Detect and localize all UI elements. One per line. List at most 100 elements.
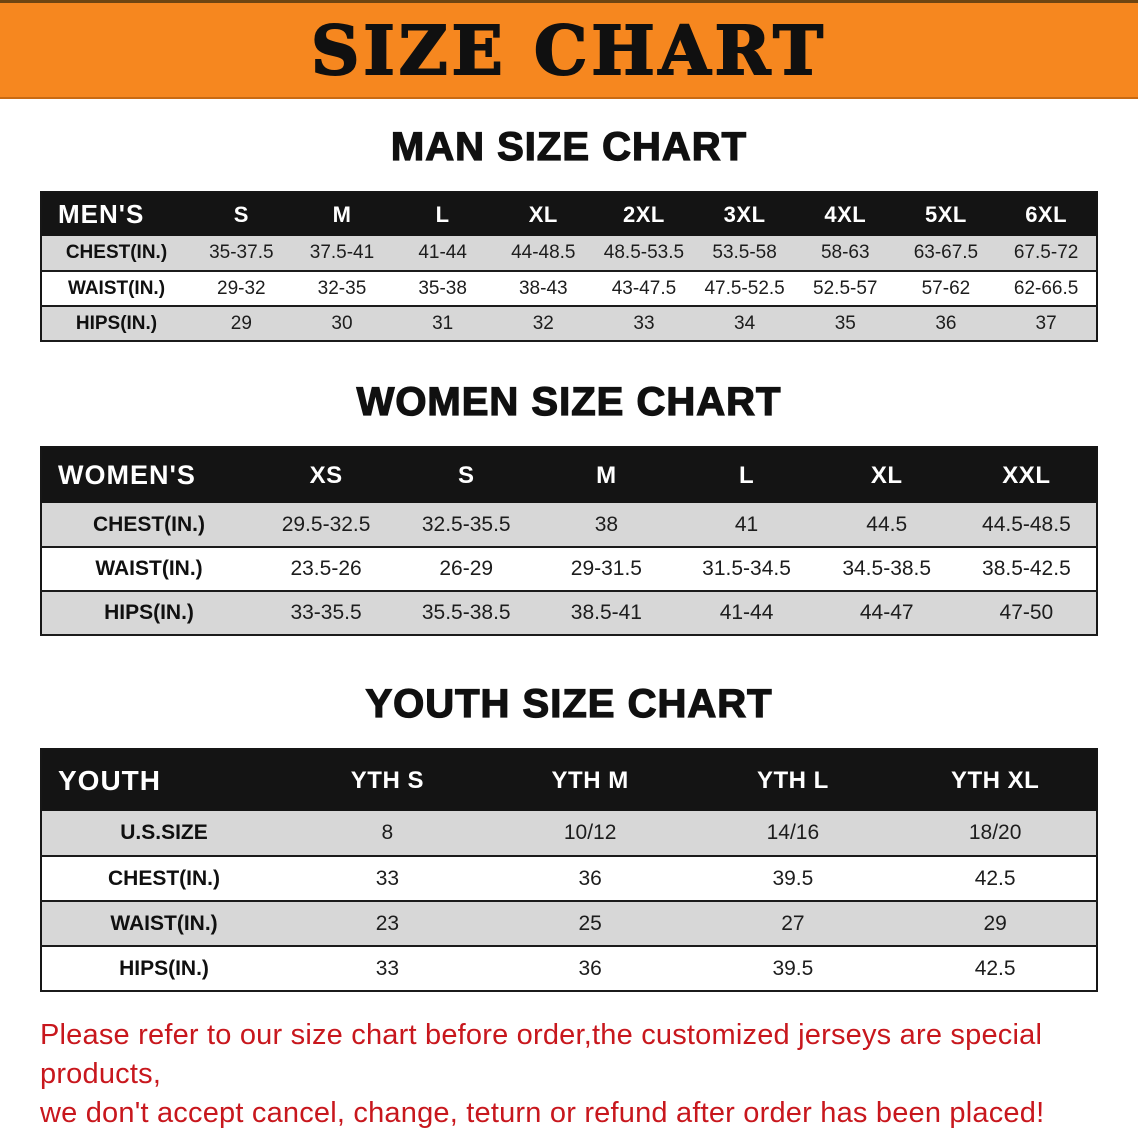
measurement-cell: 33 xyxy=(375,956,400,980)
measurement-row: HIPS(IN.) 33-35.5 35.5-38.5 38.5-41 41-44 44-… xyxy=(41,591,1097,635)
measurement-cell: 47.5-52.5 xyxy=(704,277,785,299)
measurement-cell: 32.5-35.5 xyxy=(421,512,511,536)
women-size-heading: WOMEN SIZE CHART xyxy=(356,379,782,424)
row-label: U.S.SIZE xyxy=(120,821,208,844)
measurement-cell: 44.5-48.5 xyxy=(982,512,1071,536)
measurement-cell: 37 xyxy=(1035,312,1057,334)
men-size-section: MAN SIZE CHART MEN'S S M L XL 2XL 3XL 4XL 5XL 6XL… xyxy=(0,124,1138,342)
measurement-cell: 33 xyxy=(375,866,400,890)
header-row: WOMEN'S XS S M L XL XXL xyxy=(41,447,1097,503)
men-size-table: MEN'S S M L XL 2XL 3XL 4XL 5XL 6XL CHEST(IN.) 35-37… xyxy=(40,191,1098,342)
size-column-header: XS xyxy=(309,461,343,489)
size-column-header: YTH XL xyxy=(950,766,1040,794)
measurement-row: WAIST(IN.) 23.5-26 26-29 29-31.5 31.5-34.5 34… xyxy=(41,547,1097,591)
measurement-cell: 52.5-57 xyxy=(813,277,878,299)
size-column-header: 4XL xyxy=(824,201,867,227)
row-label: CHEST(IN.) xyxy=(65,242,168,263)
youth-size-heading: YOUTH SIZE CHART xyxy=(365,681,773,726)
measurement-row: CHEST(IN.) 29.5-32.5 32.5-35.5 38 41 44.5 44.5… xyxy=(41,503,1097,547)
youth-size-section: YOUTH SIZE CHART YOUTH YTH S YTH M YTH L YTH… xyxy=(0,681,1138,992)
table-body: U.S.SIZE 8 10/12 14/16 18/20 CHEST(IN.) 33 36 39… xyxy=(41,811,1097,991)
table-title: WOMEN'S xyxy=(58,460,196,490)
row-label: CHEST(IN.) xyxy=(108,866,220,890)
size-column-header: YTH S xyxy=(350,766,424,794)
measurement-cell: 29-32 xyxy=(217,277,266,299)
row-label: WAIST(IN.) xyxy=(67,277,166,299)
row-label: CHEST(IN.) xyxy=(93,512,205,536)
measurement-cell: 35-37.5 xyxy=(209,242,274,263)
measurement-row: WAIST(IN.) 29-32 32-35 35-38 38-43 43-47.5 47.… xyxy=(41,271,1097,306)
table-body: CHEST(IN.) 29.5-32.5 32.5-35.5 38 41 44.5 44.5… xyxy=(41,503,1097,635)
measurement-cell: 44-48.5 xyxy=(511,242,576,263)
measurement-cell: 44-47 xyxy=(859,601,914,624)
measurement-cell: 36 xyxy=(578,956,602,980)
measurement-cell: 42.5 xyxy=(974,956,1016,980)
measurement-cell: 36 xyxy=(935,312,957,334)
measurement-cell: 27 xyxy=(781,911,805,935)
footer-note: Please refer to our size chart before or… xyxy=(40,1016,1104,1133)
measurement-cell: 10/12 xyxy=(563,821,617,844)
size-column-header: XL xyxy=(870,461,903,489)
measurement-cell: 47-50 xyxy=(999,601,1054,624)
measurement-row: WAIST(IN.) 23 25 27 29 xyxy=(41,901,1097,946)
size-column-header: L xyxy=(738,461,755,489)
youth-size-table: YOUTH YTH S YTH M YTH L YTH XL U.S.SIZE 8 10/12… xyxy=(40,748,1098,992)
measurement-cell: 29 xyxy=(230,312,252,334)
measurement-cell: 29.5-32.5 xyxy=(281,512,371,536)
table-head: WOMEN'S XS S M L XL XXL xyxy=(41,447,1097,503)
row-label: HIPS(IN.) xyxy=(104,601,194,624)
row-label: HIPS(IN.) xyxy=(119,956,209,980)
measurement-cell: 44.5 xyxy=(866,512,908,536)
size-column-header: 6XL xyxy=(1025,201,1068,227)
measurement-row: CHEST(IN.) 35-37.5 37.5-41 41-44 44-48.5 48.5… xyxy=(41,236,1097,271)
row-label: HIPS(IN.) xyxy=(75,312,158,334)
footer-line-2: we don't accept cancel, change, teturn o… xyxy=(40,1096,1045,1129)
measurement-cell: 30 xyxy=(331,312,353,334)
page-title: SIZE CHART xyxy=(310,10,827,90)
size-column-header: XXL xyxy=(1002,461,1051,489)
measurement-cell: 18/20 xyxy=(968,821,1022,844)
measurement-cell: 26-29 xyxy=(439,557,494,580)
measurement-cell: 32 xyxy=(532,312,554,334)
footer-line-1: Please refer to our size chart before or… xyxy=(40,1019,1043,1090)
measurement-row: HIPS(IN.) 33 36 39.5 42.5 xyxy=(41,946,1097,991)
measurement-cell: 25 xyxy=(578,911,602,935)
row-label: WAIST(IN.) xyxy=(95,557,203,580)
size-column-header: XL xyxy=(528,201,558,227)
measurement-cell: 29-31.5 xyxy=(570,557,642,580)
table-title: YOUTH xyxy=(58,764,161,796)
measurement-cell: 58-63 xyxy=(820,242,870,263)
measurement-cell: 23 xyxy=(375,911,400,935)
measurement-row: HIPS(IN.) 29 30 31 32 33 34 35 36 37 xyxy=(41,306,1097,341)
women-size-table: WOMEN'S XS S M L XL XXL CHEST(IN.) 29.5-32.5 32.5… xyxy=(40,446,1098,636)
measurement-cell: 37.5-41 xyxy=(309,242,375,263)
measurement-cell: 34 xyxy=(734,312,756,334)
measurement-cell: 31.5-34.5 xyxy=(702,557,791,580)
measurement-cell: 33-35.5 xyxy=(290,601,362,624)
measurement-cell: 35-38 xyxy=(418,277,467,299)
measurement-cell: 14/16 xyxy=(766,821,820,844)
banner: SIZE CHART xyxy=(0,0,1138,99)
measurement-cell: 41 xyxy=(734,512,759,536)
size-column-header: YTH L xyxy=(756,766,829,794)
table-head: YOUTH YTH S YTH M YTH L YTH XL xyxy=(41,749,1097,811)
size-column-header: S xyxy=(457,461,475,489)
measurement-cell: 53.5-58 xyxy=(712,242,777,263)
measurement-cell: 38.5-42.5 xyxy=(982,557,1071,580)
table-body: CHEST(IN.) 35-37.5 37.5-41 41-44 44-48.5 48.5… xyxy=(41,236,1097,341)
measurement-cell: 39.5 xyxy=(772,866,814,890)
size-column-header: YTH M xyxy=(551,766,629,794)
table-head: MEN'S S M L XL 2XL 3XL 4XL 5XL 6XL xyxy=(41,192,1097,236)
header-row: MEN'S S M L XL 2XL 3XL 4XL 5XL 6XL xyxy=(41,192,1097,236)
women-size-section: WOMEN SIZE CHART WOMEN'S XS S M L XL XXL CHEST(… xyxy=(0,379,1138,636)
measurement-cell: 48.5-53.5 xyxy=(603,242,685,263)
measurement-cell: 23.5-26 xyxy=(290,557,362,580)
size-column-header: 2XL xyxy=(623,201,665,227)
measurement-cell: 62-66.5 xyxy=(1013,277,1079,299)
measurement-cell: 38.5-41 xyxy=(570,601,642,624)
men-size-heading: MAN SIZE CHART xyxy=(390,124,748,169)
measurement-cell: 8 xyxy=(381,821,394,844)
measurement-cell: 41-44 xyxy=(719,601,774,624)
measurement-cell: 35.5-38.5 xyxy=(421,601,511,624)
row-label: WAIST(IN.) xyxy=(110,911,218,935)
